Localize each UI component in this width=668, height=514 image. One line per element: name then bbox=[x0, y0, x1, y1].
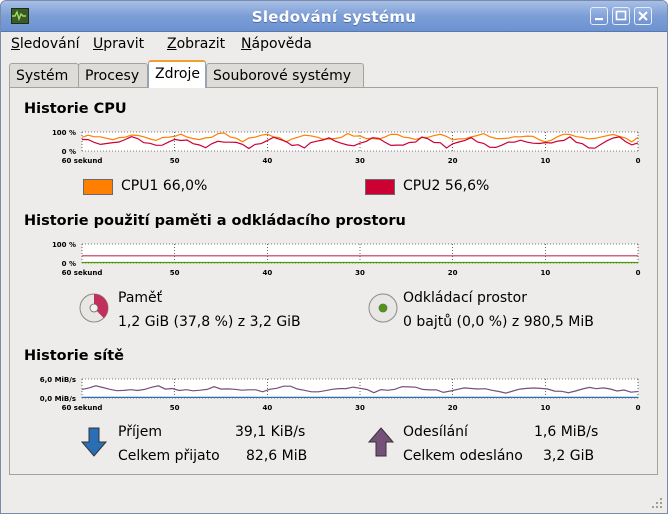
menu-sledovani-label: ledování bbox=[19, 36, 80, 52]
cpu2-label: CPU2 bbox=[403, 178, 441, 194]
cpu-history-title: Historie CPU bbox=[24, 101, 127, 117]
upload-arrow-icon bbox=[367, 427, 395, 457]
swap-label: Odkládací prostor bbox=[403, 290, 527, 306]
menu-sledovani-accel: S bbox=[11, 36, 20, 52]
sent-line bbox=[81, 385, 639, 394]
network-y-bottom-label: 0,0 MiB/s bbox=[40, 395, 76, 403]
cpu-x-tick-label: 60 sekund bbox=[62, 157, 103, 165]
tab-souborove-systemy[interactable]: Souborové systémy bbox=[206, 63, 364, 87]
cpu-x-tick-label: 10 bbox=[540, 157, 550, 165]
memory-pie-icon[interactable] bbox=[78, 292, 110, 324]
memory-label: Paměť bbox=[118, 290, 163, 306]
received-arrow-shape bbox=[80, 427, 108, 457]
memory-pie-center bbox=[89, 303, 99, 313]
received-total-label: Celkem přijato bbox=[118, 448, 220, 464]
menu-napoveda-accel: N bbox=[241, 36, 252, 52]
cpu1-value: 66,0% bbox=[162, 178, 208, 194]
swap-pie-center bbox=[378, 303, 388, 313]
network-history-graph: 6,0 MiB/s 0,0 MiB/s60 sekund 50 40 30 20 10 0 bbox=[40, 376, 641, 412]
sent-total-label: Celkem odesláno bbox=[403, 448, 523, 464]
network-x-tick-label: 50 bbox=[170, 404, 180, 412]
received-total: 82,6 MiB bbox=[246, 448, 308, 464]
cpu-x-tick-label: 0 bbox=[636, 157, 641, 165]
tab-zdroje[interactable]: Zdroje bbox=[148, 60, 206, 88]
tab-procesy[interactable]: Procesy bbox=[78, 63, 148, 87]
memory-y-top-label: 100 % bbox=[52, 241, 76, 249]
tab-system[interactable]: Systém bbox=[9, 63, 79, 87]
network-history-title: Historie sítě bbox=[24, 348, 124, 364]
memory-y-bottom-label: 0 % bbox=[62, 260, 76, 268]
download-arrow-icon bbox=[80, 427, 108, 457]
window-title: Sledování systému bbox=[251, 8, 417, 26]
menu-upravit-accel: U bbox=[93, 36, 104, 52]
network-x-tick-label: 10 bbox=[540, 404, 550, 412]
network-x-tick-label: 0 bbox=[636, 404, 641, 412]
swap-detail: 0 bajtů (0,0 %) z 980,5 MiB bbox=[403, 314, 594, 330]
network-x-tick-label: 40 bbox=[262, 404, 272, 412]
memory-pie-slice bbox=[94, 294, 108, 319]
menu-sledovani[interactable]: Sledování bbox=[11, 36, 79, 52]
cpu1-line bbox=[81, 132, 639, 143]
sent-arrow-shape bbox=[367, 427, 395, 457]
cpu-x-tick-label: 30 bbox=[355, 157, 365, 165]
memory-detail: 1,2 GiB (37,8 %) z 3,2 GiB bbox=[118, 314, 301, 330]
resize-grip-icon[interactable] bbox=[651, 497, 663, 509]
menu-napoveda-label: ápověda bbox=[251, 36, 312, 52]
status-bar bbox=[1, 482, 667, 513]
system-monitor-app-icon[interactable] bbox=[11, 8, 29, 24]
sent-total: 3,2 GiB bbox=[543, 448, 595, 464]
network-x-tick-label: 20 bbox=[448, 404, 458, 412]
memory-x-tick-label: 30 bbox=[355, 269, 365, 277]
cpu1-color-swatch[interactable] bbox=[83, 179, 113, 195]
network-y-top-label: 6,0 MiB/s bbox=[40, 376, 76, 384]
cpu1-label: CPU1 bbox=[121, 178, 159, 194]
memory-x-tick-label: 60 sekund bbox=[62, 269, 103, 277]
received-rate: 39,1 KiB/s bbox=[235, 424, 306, 440]
menu-upravit[interactable]: Upravit bbox=[93, 36, 144, 52]
cpu2-color-swatch[interactable] bbox=[365, 179, 395, 195]
sent-rate: 1,6 MiB/s bbox=[534, 424, 599, 440]
cpu-x-tick-label: 20 bbox=[448, 157, 458, 165]
cpu-x-tick-label: 40 bbox=[262, 157, 272, 165]
cpu2-line bbox=[81, 136, 639, 150]
close-icon[interactable] bbox=[634, 7, 652, 25]
title-bar[interactable]: Sledování systému bbox=[1, 1, 667, 32]
cpu2-value: 56,6% bbox=[444, 178, 490, 194]
cpu2-legend: CPU2 56,6% bbox=[403, 178, 489, 194]
memory-x-tick-label: 0 bbox=[636, 269, 641, 277]
swap-pie-icon[interactable] bbox=[367, 292, 399, 324]
memory-history-graph: 100 % 0 %60 sekund 50 40 30 20 10 0 bbox=[52, 241, 641, 277]
memory-x-tick-label: 20 bbox=[448, 269, 458, 277]
menu-bar: Sledování Upravit Zobrazit Nápověda bbox=[1, 32, 667, 56]
memory-x-tick-label: 50 bbox=[170, 269, 180, 277]
minimize-icon[interactable] bbox=[590, 7, 608, 25]
memory-x-tick-label: 10 bbox=[540, 269, 550, 277]
sent-label: Odesílání bbox=[403, 424, 468, 440]
cpu1-legend: CPU1 66,0% bbox=[121, 178, 207, 194]
network-x-tick-label: 60 sekund bbox=[62, 404, 103, 412]
resources-panel: Historie CPU 100 % 0 % 60 sekund 50 40 30 20 10… bbox=[9, 87, 658, 475]
menu-zobrazit-label: obrazit bbox=[176, 36, 226, 52]
cpu-x-tick-label: 50 bbox=[170, 157, 180, 165]
menu-zobrazit-accel: Z bbox=[167, 36, 177, 52]
menu-napoveda[interactable]: Nápověda bbox=[241, 36, 312, 52]
memory-history-title: Historie použití paměti a odkládacího pr… bbox=[24, 213, 406, 229]
menu-zobrazit[interactable]: Zobrazit bbox=[167, 36, 225, 52]
memory-x-tick-label: 40 bbox=[262, 269, 272, 277]
maximize-icon[interactable] bbox=[612, 7, 630, 25]
received-label: Příjem bbox=[118, 424, 162, 440]
menu-upravit-label: pravit bbox=[103, 36, 145, 52]
cpu-y-bottom-label: 0 % bbox=[62, 148, 76, 156]
cpu-history-graph: 100 % 0 %60 sekund 50 40 30 20 10 0 bbox=[52, 129, 641, 165]
network-x-tick-label: 30 bbox=[355, 404, 365, 412]
cpu-y-top-label: 100 % bbox=[52, 129, 76, 137]
